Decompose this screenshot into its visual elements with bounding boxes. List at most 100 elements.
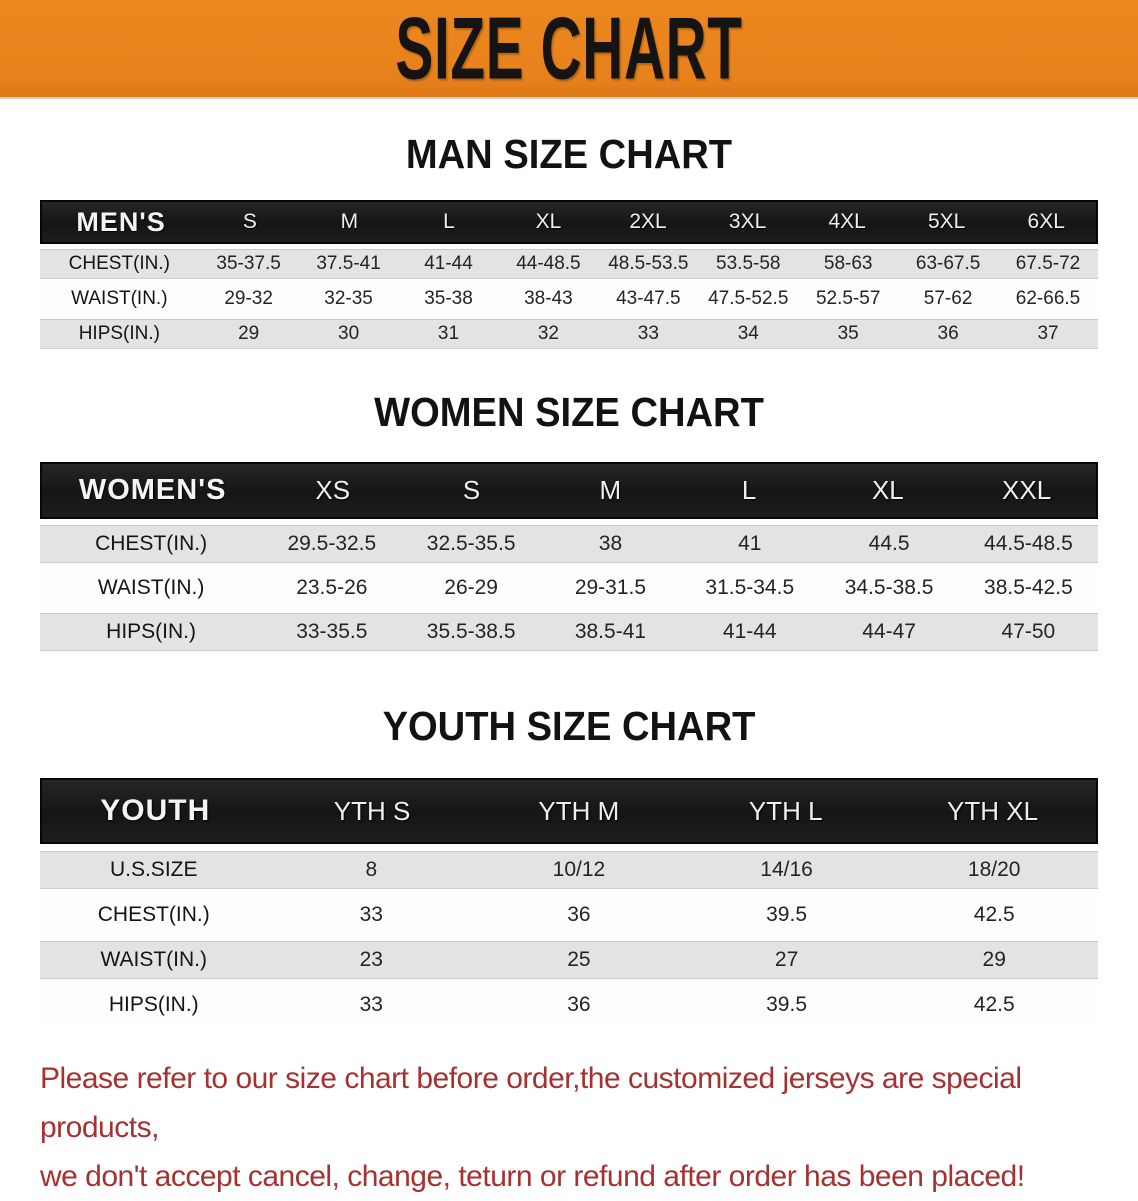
youth-hips-in-value-2: 39.5 — [766, 993, 807, 1016]
men-size-table: MEN'S S M L XL 2XL 3XL 4XL 5XL 6XL CHEST(IN.) 35-37… — [40, 200, 1098, 349]
men-chest-in-value-1: 37.5-41 — [316, 253, 381, 274]
youth-u-s-size-value-3: 18/20 — [967, 858, 1021, 881]
youth-header-label: YOUTH — [100, 794, 211, 827]
women-waist-in-value-5: 38.5-42.5 — [984, 576, 1073, 599]
youth-row-label-chest-in: CHEST(IN.) — [97, 903, 210, 926]
women-table-header-row: WOMEN'S XS S M L XL XXL — [40, 462, 1098, 519]
youth-hips-in-value-1: 36 — [567, 993, 591, 1016]
women-waist-in-value-4: 34.5-38.5 — [844, 576, 934, 599]
men-waist-in-value-6: 52.5-57 — [815, 288, 881, 309]
youth-chart-title: YOUTH SIZE CHART — [382, 703, 756, 749]
women-header-label: WOMEN'S — [78, 474, 227, 506]
men-hips-in-value-6: 35 — [837, 323, 859, 344]
men-row-label-hips-in: HIPS(IN.) — [78, 323, 160, 344]
youth-size-column-header-0: YTH S — [333, 795, 411, 826]
men-size-column-header-1: M — [340, 210, 359, 233]
men-hips-in-value-7: 36 — [937, 323, 959, 344]
men-waist-in-value-7: 57-62 — [923, 288, 973, 309]
women-size-column-header-1: S — [462, 475, 481, 505]
men-chest-in-value-3: 44-48.5 — [516, 253, 581, 274]
men-hips-in-value-1: 30 — [338, 323, 360, 344]
men-hips-in-value-2: 31 — [437, 323, 460, 344]
women-size-column-header-3: L — [741, 475, 757, 505]
women-chest-in-value-1: 32.5-35.5 — [426, 532, 516, 555]
disclaimer-line-2: we don't accept cancel, change, teturn o… — [40, 1160, 1025, 1193]
women-row-label-waist-in: WAIST(IN.) — [97, 576, 205, 599]
men-hips-in-value-8: 37 — [1037, 323, 1059, 344]
youth-size-table: YOUTH YTH S YTH M YTH L YTH XL U.S.SIZE 8 10/12… — [40, 778, 1098, 1024]
men-waist-in-value-8: 62-66.5 — [1015, 288, 1081, 309]
women-chest-in-value-3: 41 — [738, 532, 762, 555]
women-row-waist-in: WAIST(IN.) 23.5-26 26-29 29-31.5 31.5-34.5 34… — [40, 569, 1098, 607]
men-row-label-waist-in: WAIST(IN.) — [71, 288, 168, 309]
youth-u-s-size-value-2: 14/16 — [760, 858, 813, 881]
youth-waist-in-value-0: 23 — [359, 948, 383, 971]
youth-row-label-u-s-size: U.S.SIZE — [109, 858, 198, 881]
men-row-hips-in: HIPS(IN.) 29 30 31 32 33 34 35 36 37 — [40, 319, 1098, 349]
women-waist-in-value-2: 29-31.5 — [574, 576, 647, 599]
men-chart-title: MAN SIZE CHART — [405, 131, 733, 177]
men-size-column-header-2: L — [443, 210, 455, 233]
men-chest-in-value-4: 48.5-53.5 — [608, 253, 689, 274]
youth-chest-in-value-1: 36 — [567, 903, 591, 926]
youth-waist-in-value-3: 29 — [982, 948, 1006, 971]
women-chest-in-value-0: 29.5-32.5 — [287, 532, 377, 555]
youth-row-label-hips-in: HIPS(IN.) — [108, 993, 199, 1016]
youth-size-column-header-2: YTH L — [748, 795, 823, 826]
men-size-column-header-8: 6XL — [1027, 210, 1065, 233]
men-row-chest-in: CHEST(IN.) 35-37.5 37.5-41 41-44 44-48.5 48.5… — [40, 249, 1098, 279]
men-chest-in-value-8: 67.5-72 — [1015, 253, 1081, 274]
men-waist-in-value-5: 47.5-52.5 — [708, 288, 789, 309]
youth-u-s-size-value-0: 8 — [365, 858, 378, 881]
men-size-column-header-5: 3XL — [728, 210, 767, 233]
youth-row-u-s-size: U.S.SIZE 8 10/12 14/16 18/20 — [40, 851, 1098, 889]
men-chest-in-value-5: 53.5-58 — [716, 253, 781, 274]
men-chest-in-value-2: 41-44 — [424, 253, 473, 274]
men-hips-in-value-0: 29 — [238, 323, 260, 344]
men-header-label: MEN'S — [76, 206, 166, 237]
men-chest-in-value-7: 63-67.5 — [915, 253, 981, 274]
men-waist-in-value-3: 38-43 — [524, 288, 573, 309]
disclaimer-line-1: Please refer to our size chart before or… — [40, 1062, 1022, 1144]
women-hips-in-value-0: 33-35.5 — [296, 620, 368, 643]
men-waist-in-value-4: 43-47.5 — [616, 288, 681, 309]
women-size-table: WOMEN'S XS S M L XL XXL CHEST(IN.) 29.5-32.5 32.5… — [40, 462, 1098, 651]
women-hips-in-value-2: 38.5-41 — [574, 620, 647, 643]
women-hips-in-value-3: 41-44 — [722, 620, 777, 643]
women-chest-in-value-5: 44.5-48.5 — [984, 532, 1073, 555]
youth-size-column-header-3: YTH XL — [947, 795, 1039, 826]
youth-row-chest-in: CHEST(IN.) 33 36 39.5 42.5 — [40, 896, 1098, 934]
youth-chest-in-value-0: 33 — [359, 903, 383, 926]
women-size-column-header-4: XL — [871, 475, 904, 505]
women-waist-in-value-0: 23.5-26 — [296, 576, 368, 599]
women-hips-in-value-1: 35.5-38.5 — [426, 620, 516, 643]
youth-size-column-header-1: YTH M — [538, 795, 620, 826]
women-chest-in-value-2: 38 — [598, 532, 623, 555]
women-row-hips-in: HIPS(IN.) 33-35.5 35.5-38.5 38.5-41 41-44 44-… — [40, 613, 1098, 651]
banner-title: SIZE CHART — [395, 0, 743, 98]
youth-u-s-size-value-1: 10/12 — [552, 858, 606, 881]
youth-hips-in-value-3: 42.5 — [973, 993, 1015, 1016]
youth-hips-in-value-0: 33 — [359, 993, 383, 1016]
youth-waist-in-value-2: 27 — [774, 948, 799, 971]
men-hips-in-value-4: 33 — [637, 323, 659, 344]
women-chest-in-value-4: 44.5 — [868, 532, 910, 555]
youth-row-hips-in: HIPS(IN.) 33 36 39.5 42.5 — [40, 986, 1098, 1024]
youth-row-label-waist-in: WAIST(IN.) — [100, 948, 207, 971]
women-row-chest-in: CHEST(IN.) 29.5-32.5 32.5-35.5 38 41 44.5 44.5… — [40, 525, 1098, 563]
men-waist-in-value-2: 35-38 — [424, 288, 473, 309]
women-size-column-header-2: M — [599, 475, 622, 505]
women-waist-in-value-1: 26-29 — [444, 576, 498, 599]
men-size-column-header-3: XL — [535, 210, 562, 233]
men-size-column-header-4: 2XL — [629, 210, 667, 233]
order-disclaimer: Please refer to our size chart before or… — [0, 1054, 1138, 1201]
men-waist-in-value-1: 32-35 — [324, 288, 373, 309]
youth-waist-in-value-1: 25 — [567, 948, 591, 971]
men-waist-in-value-0: 29-32 — [224, 288, 273, 309]
men-size-column-header-0: S — [242, 210, 257, 233]
youth-row-waist-in: WAIST(IN.) 23 25 27 29 — [40, 941, 1098, 979]
women-row-label-hips-in: HIPS(IN.) — [106, 620, 196, 643]
youth-chest-in-value-2: 39.5 — [766, 903, 807, 926]
women-waist-in-value-3: 31.5-34.5 — [705, 576, 795, 599]
men-size-column-header-7: 5XL — [928, 210, 966, 233]
